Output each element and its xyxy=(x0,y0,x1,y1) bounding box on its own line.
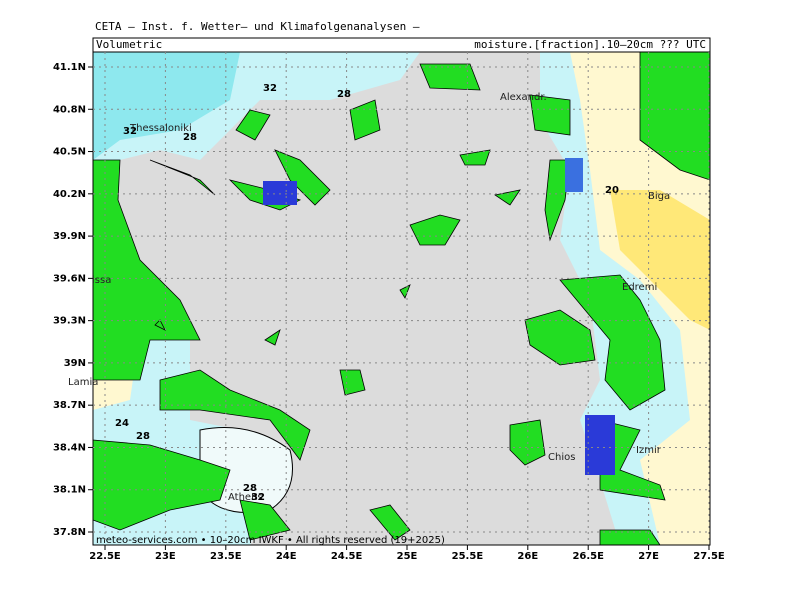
place-name: Chios xyxy=(548,452,575,463)
lat-label: 38.1N xyxy=(53,485,86,496)
contour-label: 20 xyxy=(605,185,619,196)
wet-cell xyxy=(585,415,615,475)
contour-label: 32 xyxy=(251,492,265,503)
soil-zone xyxy=(570,52,710,545)
lat-label: 40.8N xyxy=(53,104,86,115)
lon-label: 23E xyxy=(155,551,176,562)
place-name: Edremi xyxy=(622,282,657,293)
lat-label: 38.4N xyxy=(53,442,86,453)
land xyxy=(159,369,311,461)
lat-label: 41.1N xyxy=(53,62,86,73)
lon-label: 27.5E xyxy=(693,551,725,562)
lon-label: 24E xyxy=(276,551,297,562)
lat-label: 40.2N xyxy=(53,189,86,200)
land xyxy=(92,159,201,381)
lon-label: 22.5E xyxy=(89,551,121,562)
map-area xyxy=(92,51,711,546)
footer: meteo-services.com • 10–20cm IWKF • All … xyxy=(96,535,445,546)
contour-label: 32 xyxy=(263,83,277,94)
header-right: moisture.[fraction].10–20cm ??? UTC xyxy=(474,38,706,51)
soil-zone xyxy=(93,52,420,545)
lat-label: 39.9N xyxy=(53,231,86,242)
land xyxy=(235,109,331,206)
place-name: Athens xyxy=(228,492,263,503)
place-name: Thessaloniki xyxy=(129,123,192,134)
lat-label: 39.6N xyxy=(53,273,86,284)
map-frame xyxy=(92,51,711,546)
place-name: Alexandr. xyxy=(500,92,547,103)
lat-label: 38.7N xyxy=(53,400,86,411)
land xyxy=(339,369,546,541)
contour-label: 32 xyxy=(123,126,137,137)
lon-label: 26E xyxy=(517,551,538,562)
place-name: Izmir xyxy=(636,445,662,456)
land xyxy=(459,94,571,166)
land xyxy=(559,274,666,411)
soil-zone xyxy=(610,190,710,330)
place-name: Lamia xyxy=(68,377,98,388)
soil-zone xyxy=(93,52,240,160)
place-name: issa xyxy=(92,275,111,286)
lat-label: 40.5N xyxy=(53,147,86,158)
lon-label: 23.5E xyxy=(210,551,242,562)
contour-label: 28 xyxy=(183,132,197,143)
lon-label: 27E xyxy=(638,551,659,562)
wet-cell xyxy=(263,181,297,205)
contour-label: 28 xyxy=(243,483,257,494)
lon-label: 24.5E xyxy=(331,551,363,562)
land xyxy=(349,63,481,141)
wet-cell xyxy=(565,158,583,192)
contour-label: 24 xyxy=(115,418,129,429)
header-left: Volumetric xyxy=(96,38,162,51)
lat-label: 39.3N xyxy=(53,316,86,327)
lon-label: 25E xyxy=(397,551,418,562)
contour-label: 28 xyxy=(136,431,150,442)
contour-label: 28 xyxy=(337,89,351,100)
land xyxy=(92,439,231,531)
lat-label: 37.8N xyxy=(53,527,86,538)
lon-label: 25.5E xyxy=(452,551,484,562)
place-name: Biga xyxy=(648,191,670,202)
lat-label: 39N xyxy=(64,358,86,369)
land xyxy=(399,189,521,299)
header-title: CETA – Inst. f. Wetter– und Klimafolgena… xyxy=(95,20,420,33)
lon-label: 26.5E xyxy=(572,551,604,562)
